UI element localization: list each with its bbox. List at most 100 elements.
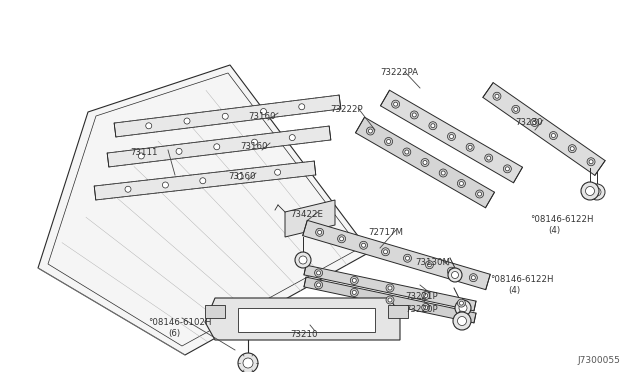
Text: (4): (4) — [508, 286, 520, 295]
Circle shape — [451, 272, 458, 279]
Circle shape — [586, 186, 595, 196]
Polygon shape — [304, 265, 476, 311]
Circle shape — [506, 167, 509, 171]
Circle shape — [381, 248, 390, 256]
Circle shape — [315, 269, 323, 277]
Circle shape — [387, 140, 390, 144]
Circle shape — [138, 153, 144, 159]
Text: 73422E: 73422E — [290, 210, 323, 219]
Polygon shape — [304, 277, 476, 323]
Circle shape — [449, 269, 453, 273]
Circle shape — [369, 129, 372, 133]
Circle shape — [458, 180, 465, 187]
Polygon shape — [238, 308, 375, 332]
Circle shape — [163, 182, 168, 188]
Circle shape — [581, 182, 599, 200]
Circle shape — [531, 118, 539, 126]
Text: 73160: 73160 — [248, 112, 275, 121]
Circle shape — [423, 160, 427, 164]
Circle shape — [176, 148, 182, 154]
Circle shape — [316, 228, 324, 236]
Text: 73111: 73111 — [130, 148, 157, 157]
Circle shape — [422, 304, 429, 312]
Circle shape — [299, 256, 307, 264]
Circle shape — [317, 230, 322, 234]
Polygon shape — [38, 65, 370, 355]
Circle shape — [589, 184, 605, 200]
Circle shape — [552, 134, 556, 138]
Circle shape — [439, 169, 447, 177]
Polygon shape — [48, 73, 360, 346]
Circle shape — [214, 144, 220, 150]
Circle shape — [424, 294, 428, 298]
Circle shape — [532, 121, 536, 125]
Circle shape — [237, 173, 243, 180]
Circle shape — [484, 154, 493, 162]
Circle shape — [487, 156, 491, 160]
Text: J7300055: J7300055 — [577, 356, 620, 365]
Circle shape — [471, 276, 476, 280]
Circle shape — [317, 283, 321, 287]
Circle shape — [428, 263, 431, 267]
Text: 73130M: 73130M — [415, 258, 450, 267]
Text: 73160: 73160 — [240, 142, 268, 151]
Text: (4): (4) — [548, 226, 560, 235]
Circle shape — [593, 188, 601, 196]
Text: 72717M: 72717M — [368, 228, 403, 237]
Circle shape — [458, 317, 467, 326]
Circle shape — [146, 123, 152, 129]
Circle shape — [477, 192, 481, 196]
Circle shape — [352, 291, 356, 295]
Circle shape — [589, 160, 593, 164]
Text: °08146-6102H: °08146-6102H — [148, 318, 211, 327]
Polygon shape — [303, 220, 490, 290]
Circle shape — [299, 104, 305, 110]
Circle shape — [460, 313, 463, 317]
Circle shape — [403, 254, 412, 262]
Circle shape — [252, 139, 257, 145]
Circle shape — [362, 243, 365, 247]
Circle shape — [458, 311, 465, 319]
Circle shape — [340, 237, 344, 241]
Text: 73210: 73210 — [290, 330, 317, 339]
Polygon shape — [381, 90, 522, 183]
Circle shape — [448, 268, 462, 282]
Circle shape — [431, 124, 435, 128]
Circle shape — [512, 105, 520, 113]
Circle shape — [495, 94, 499, 98]
Polygon shape — [94, 161, 316, 200]
Text: 73160: 73160 — [228, 172, 255, 181]
Circle shape — [238, 353, 258, 372]
Circle shape — [503, 165, 511, 173]
Circle shape — [289, 135, 295, 141]
Circle shape — [568, 145, 576, 153]
Text: (6): (6) — [168, 329, 180, 338]
Circle shape — [459, 304, 467, 312]
Text: 73220P: 73220P — [405, 305, 438, 314]
Polygon shape — [483, 83, 605, 175]
Circle shape — [315, 281, 323, 289]
Text: 73222P: 73222P — [330, 105, 363, 114]
Circle shape — [125, 186, 131, 192]
Circle shape — [587, 158, 595, 166]
Circle shape — [350, 276, 358, 285]
Circle shape — [388, 286, 392, 290]
Circle shape — [200, 178, 206, 184]
Circle shape — [466, 143, 474, 151]
Circle shape — [410, 111, 419, 119]
Text: 73221P: 73221P — [405, 292, 438, 301]
Polygon shape — [107, 126, 331, 167]
Circle shape — [441, 171, 445, 175]
Circle shape — [449, 135, 454, 138]
Circle shape — [460, 301, 463, 305]
Circle shape — [360, 241, 367, 249]
Circle shape — [455, 300, 471, 316]
Circle shape — [392, 100, 399, 108]
Circle shape — [570, 147, 574, 151]
Circle shape — [394, 102, 397, 106]
Circle shape — [476, 190, 484, 198]
Circle shape — [385, 138, 392, 145]
Circle shape — [260, 109, 266, 115]
Circle shape — [426, 261, 433, 269]
Circle shape — [404, 150, 409, 154]
